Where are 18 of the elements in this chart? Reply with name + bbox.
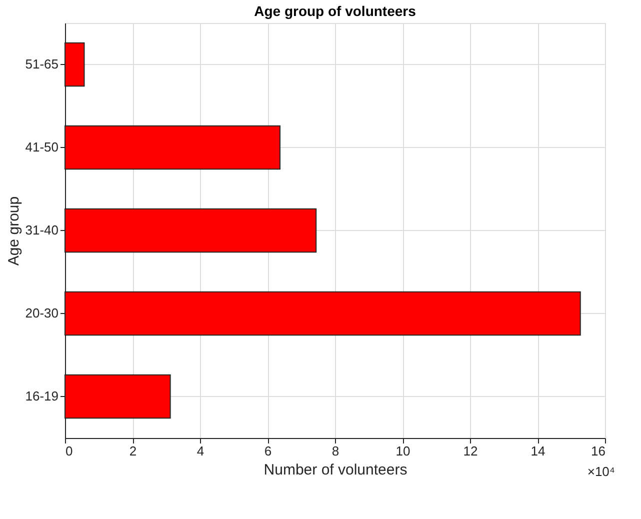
y-axis-title: Age group <box>5 196 22 266</box>
y-tick-label: 41-50 <box>25 140 58 154</box>
x-tick-label: 8 <box>332 444 340 458</box>
x-axis-title: Number of volunteers <box>264 462 408 478</box>
y-tick-label: 20-30 <box>25 306 58 320</box>
chart-title: Age group of volunteers <box>254 3 416 19</box>
x-tick-label: 0 <box>66 444 73 458</box>
x-tick-label: 12 <box>463 444 478 458</box>
y-tick-label: 31-40 <box>25 222 58 238</box>
y-tick-label: 51-65 <box>25 56 58 72</box>
x-tick-label: 6 <box>264 444 272 458</box>
x-tick-label: 16 <box>591 444 606 458</box>
x-tick-label: 4 <box>196 444 204 458</box>
x-tick-label: 10 <box>396 444 410 458</box>
x-tick-label: 2 <box>129 444 137 458</box>
y-tick-label: 16-19 <box>25 388 58 404</box>
x-tick-label: 14 <box>530 444 546 458</box>
text: ×10⁴ <box>587 464 615 479</box>
